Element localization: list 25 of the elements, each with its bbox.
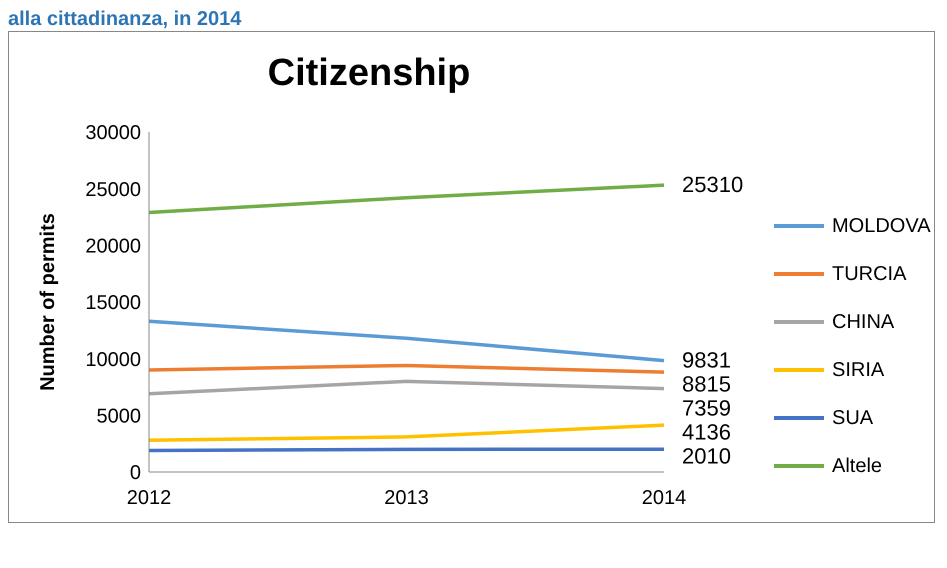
data-label: 4136 — [682, 420, 731, 445]
y-tick-label: 10000 — [85, 348, 141, 371]
x-tick-label: 2012 — [126, 487, 172, 510]
x-tick-label: 2013 — [384, 487, 429, 510]
legend-label: CHINA — [832, 310, 894, 334]
y-axis-title: Number of permits — [37, 213, 60, 391]
data-label: 25310 — [682, 172, 744, 198]
y-tick-label: 25000 — [85, 178, 141, 201]
chart-title: Citizenship — [266, 52, 472, 95]
legend-label: SUA — [832, 406, 874, 430]
y-tick-label: 15000 — [85, 292, 141, 314]
legend-label: SIRIA — [832, 358, 884, 382]
y-tick-label: 5000 — [96, 405, 141, 428]
y-tick-label: 20000 — [85, 235, 141, 258]
text: alla cittadinanza, in 2014 — [8, 8, 242, 31]
legend-label: MOLDOVA — [832, 214, 931, 238]
data-label: 8815 — [682, 372, 731, 397]
y-tick-label: 30000 — [85, 122, 141, 144]
y-tick-label: 0 — [130, 462, 141, 484]
data-label: 2010 — [682, 444, 731, 469]
data-label: 9831 — [682, 348, 731, 373]
data-label: 7359 — [682, 396, 731, 421]
x-tick-label: 2014 — [642, 487, 686, 510]
legend-label: TURCIA — [832, 262, 906, 286]
legend-label: Altele — [832, 454, 882, 478]
